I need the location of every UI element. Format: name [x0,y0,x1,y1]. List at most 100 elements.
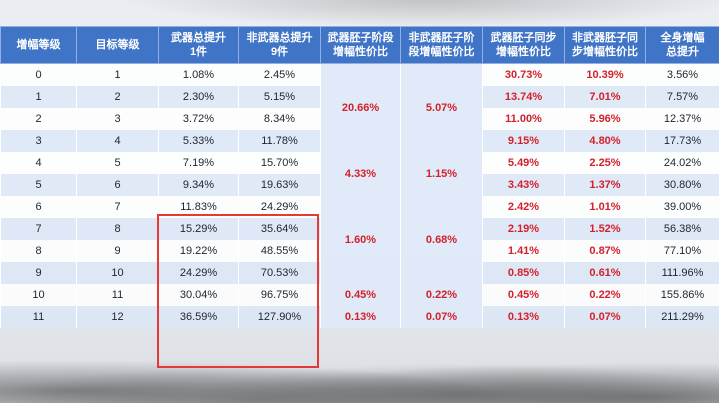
cell-target-level: 3 [76,108,159,130]
cell-amp-level: 8 [0,240,77,262]
table-row: 11 12 36.59% 127.90% 0.13% 0.07% 0.13% 0… [0,306,719,328]
table-row: 2 3 3.72% 8.34% 11.00% 5.96% 12.37% [0,108,719,130]
header-full-total: 全身增幅 总提升 [645,26,719,64]
cell-nonweapon-total: 2.45% [238,63,321,86]
amplification-table: 增幅等级 目标等级 武器总提升 1件 非武器总提升 9件 武器胚子阶段 增幅性价比 非… [0,26,719,328]
table-row: 7 8 15.29% 35.64% 2.19% 1.52% 56.38% [0,218,719,240]
cell-nonweapon-sync: 4.80% [564,130,646,152]
cell-target-level: 9 [76,240,159,262]
cell-weapon-total: 7.19% [158,152,239,174]
cell-weapon-stage: 0.45% [320,284,401,306]
cell-nonweapon-sync: 10.39% [564,63,646,86]
table-row: 4 5 7.19% 15.70% 4.33% 1.15% 5.49% 2.25%… [0,152,719,196]
cell-nonweapon-total: 48.55% [238,240,321,262]
cell-full-total: 12.37% [645,108,719,130]
cell-full-total: 111.96% [645,262,719,284]
cell-weapon-sync: 11.00% [482,108,565,130]
cell-amp-level: 6 [0,196,77,218]
cell-weapon-total: 3.72% [158,108,239,130]
table-row: 1 2 2.30% 5.15% 13.74% 7.01% 7.57% [0,86,719,108]
cell-nonweapon-total: 127.90% [238,306,321,328]
cell-nonweapon-total: 70.53% [238,262,321,284]
cell-nonweapon-sync: 0.87% [564,240,646,262]
table-row: 9 10 24.29% 70.53% 0.85% 0.61% 111.96% [0,262,719,284]
cell-weapon-total: 30.04% [158,284,239,306]
table-row: 3 4 5.33% 11.78% 9.15% 4.80% 17.73% [0,130,719,152]
cell-weapon-total: 11.83% [158,196,239,218]
cell-weapon-stage: 1.60% [320,196,401,284]
cell-nonweapon-stage: 5.07% [400,63,483,152]
cell-full-total: 7.57% [645,86,719,108]
cell-weapon-sync: 9.15% [482,130,565,152]
cell-weapon-total: 24.29% [158,262,239,284]
cell-nonweapon-sync: 1.52% [564,218,646,240]
cell-target-level: 2 [76,86,159,108]
cell-weapon-total: 9.34% [158,174,239,196]
cell-nonweapon-sync: 2.25% [564,152,646,174]
cell-full-total: 24.02% [645,152,719,174]
cell-weapon-sync: 0.85% [482,262,565,284]
cell-amp-level: 2 [0,108,77,130]
cell-amp-level: 9 [0,262,77,284]
cell-weapon-stage: 0.13% [320,306,401,328]
cell-target-level: 6 [76,174,159,196]
cell-target-level: 4 [76,130,159,152]
cell-weapon-total: 15.29% [158,218,239,240]
cell-nonweapon-total: 8.34% [238,108,321,130]
table-row: 6 7 11.83% 24.29% 1.60% 0.68% 2.42% 1.01… [0,196,719,284]
cell-weapon-sync: 13.74% [482,86,565,108]
cell-nonweapon-total: 15.70% [238,152,321,174]
cell-weapon-sync: 30.73% [482,63,565,86]
cell-nonweapon-sync: 5.96% [564,108,646,130]
cell-amp-level: 3 [0,130,77,152]
table-row: 0 1 1.08% 2.45% 20.66% 5.07% 30.73% 10.3… [0,63,719,152]
cell-amp-level: 0 [0,63,77,86]
cell-amp-level: 4 [0,152,77,174]
header-weapon-total: 武器总提升 1件 [158,26,239,64]
header-nonweapon-sync: 非武器胚子同 步增幅性价比 [564,26,646,64]
cell-weapon-total: 19.22% [158,240,239,262]
cell-amp-level: 7 [0,218,77,240]
cell-amp-level: 11 [0,306,77,328]
ink-wash-bottom-decoration [0,343,719,403]
cell-weapon-total: 1.08% [158,63,239,86]
cell-full-total: 155.86% [645,284,719,306]
cell-weapon-sync: 1.41% [482,240,565,262]
table-row: 8 9 19.22% 48.55% 1.41% 0.87% 77.10% [0,240,719,262]
table-header-row: 增幅等级 目标等级 武器总提升 1件 非武器总提升 9件 武器胚子阶段 增幅性价比 非… [0,26,719,64]
cell-full-total: 77.10% [645,240,719,262]
cell-target-level: 5 [76,152,159,174]
cell-weapon-sync: 2.42% [482,196,565,218]
cell-weapon-sync: 0.45% [482,284,565,306]
cell-nonweapon-sync: 0.61% [564,262,646,284]
cell-full-total: 39.00% [645,196,719,218]
cell-nonweapon-total: 96.75% [238,284,321,306]
cell-target-level: 1 [76,63,159,86]
cell-nonweapon-stage: 1.15% [400,152,483,196]
cell-weapon-total: 2.30% [158,86,239,108]
table-row: 5 6 9.34% 19.63% 3.43% 1.37% 30.80% [0,174,719,196]
cell-full-total: 211.29% [645,306,719,328]
cell-weapon-stage: 20.66% [320,63,401,152]
header-weapon-stage: 武器胚子阶段 增幅性价比 [320,26,401,64]
cell-weapon-stage: 4.33% [320,152,401,196]
header-amp-level: 增幅等级 [0,26,77,64]
cell-weapon-total: 5.33% [158,130,239,152]
cell-weapon-sync: 2.19% [482,218,565,240]
header-weapon-sync: 武器胚子同步 增幅性价比 [482,26,565,64]
cell-weapon-sync: 5.49% [482,152,565,174]
cell-target-level: 11 [76,284,159,306]
cell-nonweapon-total: 24.29% [238,196,321,218]
cell-amp-level: 10 [0,284,77,306]
cell-target-level: 7 [76,196,159,218]
cell-weapon-sync: 3.43% [482,174,565,196]
cell-weapon-sync: 0.13% [482,306,565,328]
cell-full-total: 3.56% [645,63,719,86]
header-nonweapon-stage: 非武器胚子阶 段增幅性价比 [400,26,483,64]
cell-full-total: 17.73% [645,130,719,152]
cell-nonweapon-total: 5.15% [238,86,321,108]
header-nonweapon-total: 非武器总提升 9件 [238,26,321,64]
cell-nonweapon-sync: 0.07% [564,306,646,328]
table-row: 10 11 30.04% 96.75% 0.45% 0.22% 0.45% 0.… [0,284,719,306]
